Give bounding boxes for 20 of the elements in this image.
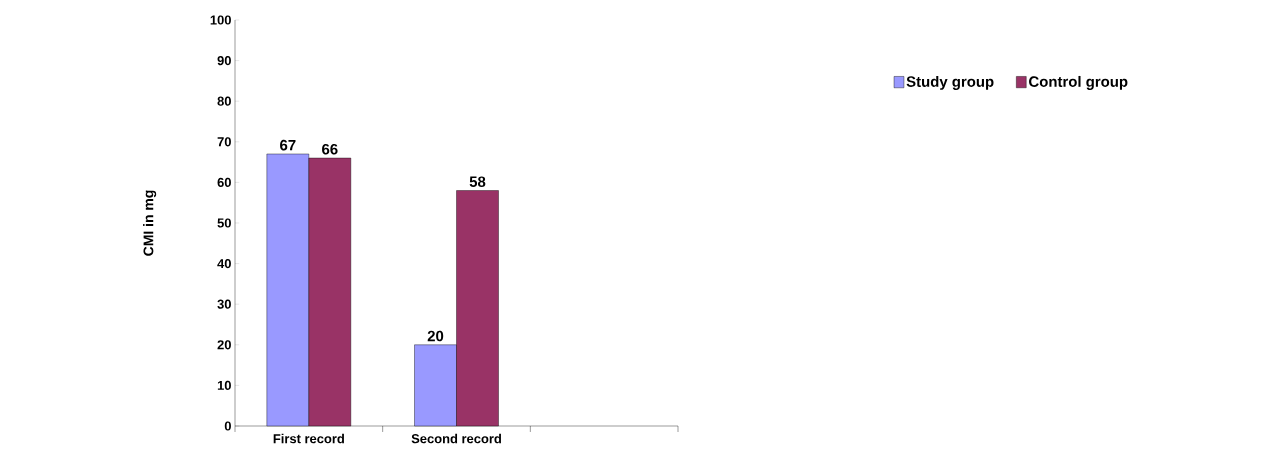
x-tick-label: First record (273, 433, 344, 444)
data-label: 66 (322, 143, 338, 155)
data-label: 20 (427, 330, 444, 342)
y-tick-label: 50 (217, 218, 231, 228)
y-axis-title: CMI in mg (143, 190, 157, 256)
y-tick-label: 30 (217, 299, 231, 309)
y-tick-label: 100 (210, 15, 231, 25)
y-tick-label: 40 (217, 259, 231, 269)
y-tick-label: 70 (217, 137, 231, 147)
x-tick-label: Second record (411, 433, 501, 444)
y-tick-label: 10 (217, 380, 231, 390)
y-tick-label: 60 (217, 177, 231, 187)
y-tick-label: 20 (217, 340, 231, 350)
legend-label: Control group (1029, 75, 1128, 90)
y-tick-label: 90 (217, 56, 231, 66)
y-tick-label: 0 (224, 421, 231, 431)
y-tick-label: 80 (217, 96, 231, 106)
data-label: 58 (469, 176, 486, 187)
data-label: 67 (280, 139, 296, 151)
legend-label: Study group (906, 75, 994, 90)
